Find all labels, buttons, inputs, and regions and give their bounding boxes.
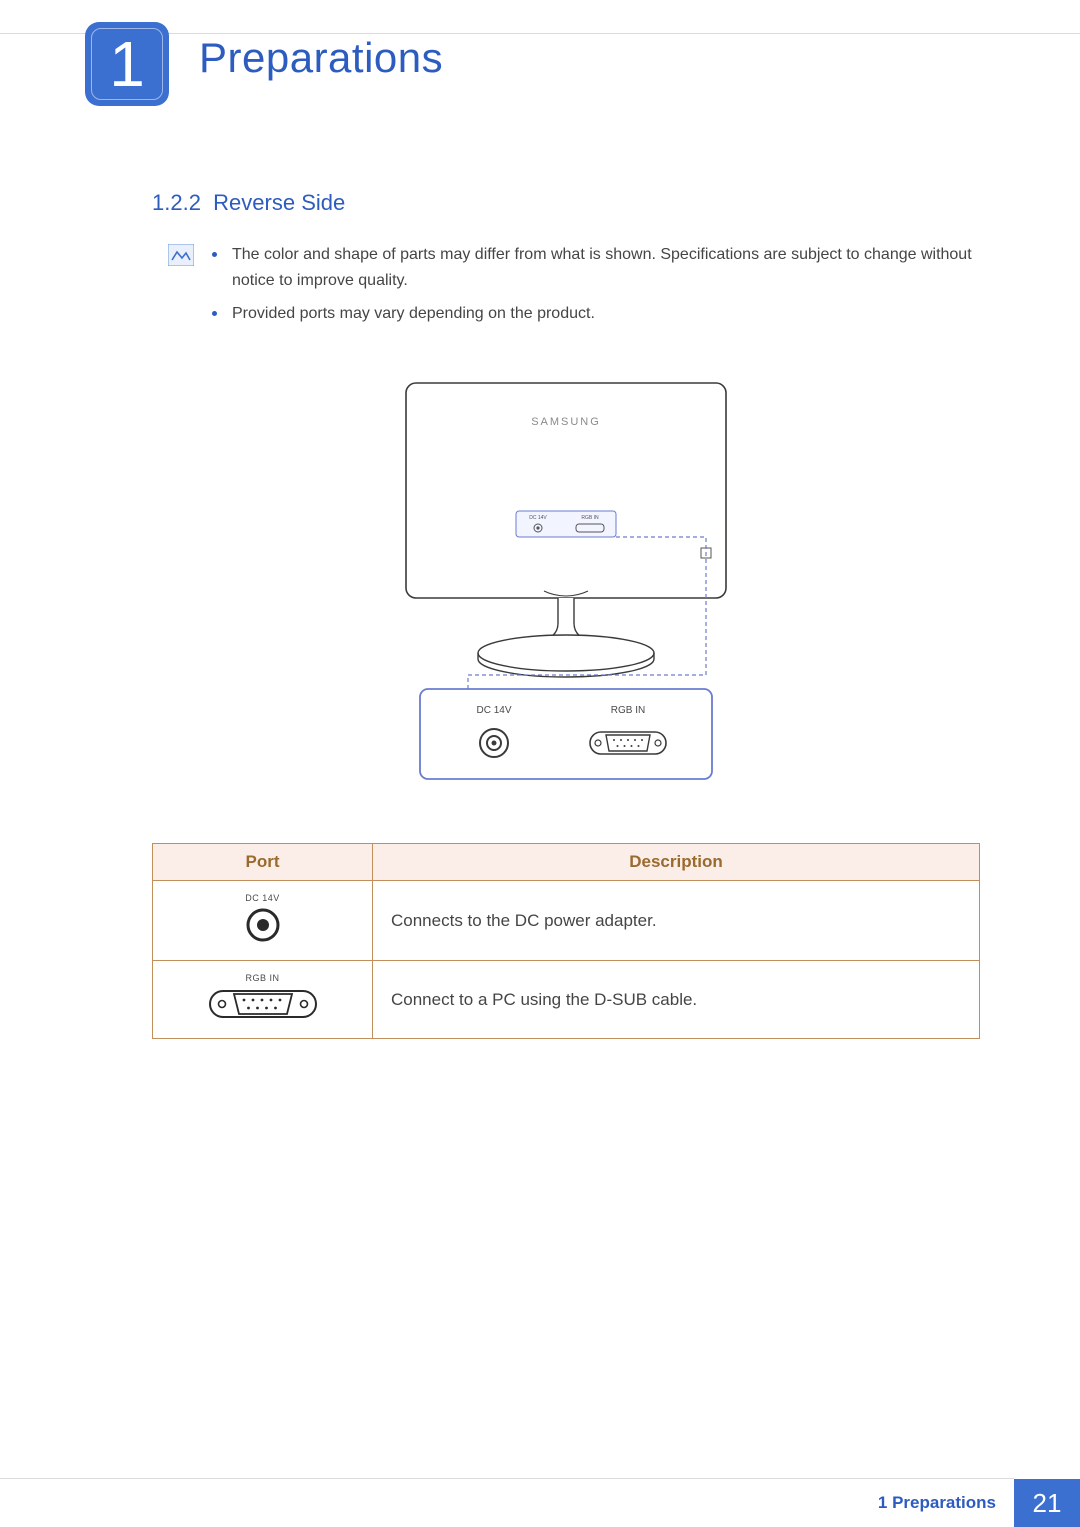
svg-text:DC 14V: DC 14V [529, 515, 547, 521]
section-title: Reverse Side [213, 190, 345, 215]
section-number: 1.2.2 [152, 190, 201, 215]
port-label: DC 14V [171, 893, 354, 903]
chapter-title: Preparations [199, 34, 443, 82]
port-cell-rgb: RGB IN [153, 961, 373, 1039]
section-heading: 1.2.2 Reverse Side [152, 190, 980, 216]
table-header-row: Port Description [153, 844, 980, 881]
note-text: Provided ports may vary depending on the… [232, 305, 595, 322]
table-header-port: Port [153, 844, 373, 881]
ports-table: Port Description DC 14V Connects to the … [152, 843, 980, 1039]
port-cell-dc: DC 14V [153, 881, 373, 961]
chapter-number-badge: 1 [85, 22, 169, 106]
page-footer: 1 Preparations 21 [0, 1479, 1080, 1527]
port-label: RGB IN [171, 973, 354, 983]
svg-text:RGB IN: RGB IN [581, 515, 599, 521]
port-description: Connects to the DC power adapter. [373, 881, 980, 961]
dsub-port-icon [208, 987, 318, 1021]
note-text: The color and shape of parts may differ … [232, 246, 972, 289]
table-header-description: Description [373, 844, 980, 881]
note-list: The color and shape of parts may differ … [212, 242, 980, 333]
monitor-diagram: SAMSUNG DC 14V RGB IN DC 14V [152, 373, 980, 803]
footer-page-number: 21 [1014, 1479, 1080, 1527]
callout-dc-label: DC 14V [476, 705, 511, 716]
chapter-number: 1 [109, 27, 145, 101]
note-icon [168, 244, 194, 266]
dc-jack-icon [243, 907, 283, 943]
footer-label: 1 Preparations [860, 1479, 1014, 1527]
bullet-icon [212, 311, 217, 316]
list-item: Provided ports may vary depending on the… [212, 301, 980, 327]
note-block: The color and shape of parts may differ … [168, 242, 980, 333]
callout-rgb-label: RGB IN [611, 705, 645, 716]
page-content: 1.2.2 Reverse Side The color and shape o… [152, 190, 980, 1039]
brand-text: SAMSUNG [531, 416, 601, 428]
bullet-icon [212, 252, 217, 257]
chapter-header: 1 Preparations [85, 22, 443, 106]
port-description: Connect to a PC using the D-SUB cable. [373, 961, 980, 1039]
table-row: RGB IN Connect to a PC using the D-SUB c… [153, 961, 980, 1039]
table-row: DC 14V Connects to the DC power adapter. [153, 881, 980, 961]
list-item: The color and shape of parts may differ … [212, 242, 980, 295]
